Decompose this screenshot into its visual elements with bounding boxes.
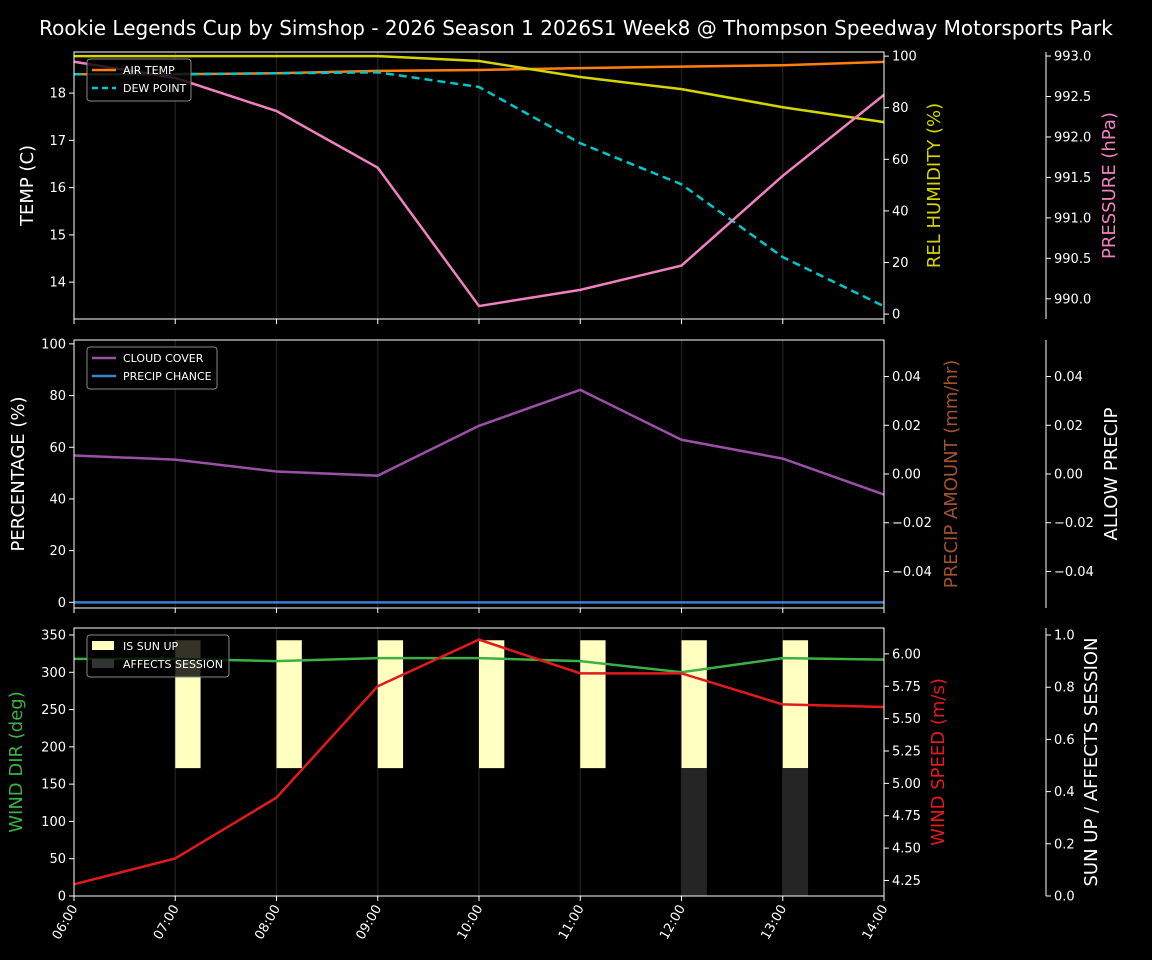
outer-axis-label: PRESSURE (hPa) xyxy=(1099,112,1120,259)
right-tick-label: 40 xyxy=(892,204,909,219)
right-tick-label: 5.50 xyxy=(892,712,921,727)
left-tick-label: 60 xyxy=(49,441,66,456)
left-tick-label: 80 xyxy=(49,389,66,404)
right-tick-label: 0.04 xyxy=(892,370,921,385)
sun-up-bar xyxy=(580,640,606,769)
right-tick-label: 20 xyxy=(892,256,909,271)
sun-up-bar xyxy=(681,640,707,769)
right-tick-label: 80 xyxy=(892,101,909,116)
x-tick-label: 11:00 xyxy=(556,903,588,943)
right-tick-label: 0 xyxy=(892,308,900,323)
left-tick-label: 350 xyxy=(41,629,66,644)
outer-tick-label: −0.02 xyxy=(1054,516,1094,531)
right-tick-label: 4.75 xyxy=(892,809,921,824)
outer-tick-label: −0.04 xyxy=(1054,565,1094,580)
right-axis-label: PRECIP AMOUNT (mm/hr) xyxy=(941,360,962,589)
outer-tick-label: 0.02 xyxy=(1054,419,1083,434)
left-axis-label: TEMP (C) xyxy=(17,145,38,227)
outer-axis-label: SUN UP / AFFECTS SESSION xyxy=(1081,637,1102,886)
right-axis-label: WIND SPEED (m/s) xyxy=(928,678,949,846)
left-tick-label: 250 xyxy=(41,703,66,718)
left-tick-label: 100 xyxy=(41,337,66,352)
outer-tick-label: 991.5 xyxy=(1054,171,1091,186)
panel-wind: 0 50 100 150 200 250 300 350 WIND DIR (deg) 4.25 4… xyxy=(6,627,1102,943)
legend-label: AIR TEMP xyxy=(123,64,175,77)
right-tick-label: 6.00 xyxy=(892,647,921,662)
chart-title: Rookie Legends Cup by Simshop - 2026 Sea… xyxy=(39,16,1113,40)
x-tick-label: 12:00 xyxy=(657,903,689,943)
right-tick-label: 5.25 xyxy=(892,744,921,759)
affects-session-bar xyxy=(782,768,809,896)
legend: IS SUN UP AFFECTS SESSION xyxy=(86,634,230,678)
left-tick-label: 0 xyxy=(58,596,66,611)
outer-tick-label: 0.4 xyxy=(1054,785,1075,800)
left-tick-label: 200 xyxy=(41,740,66,755)
x-tick-label: 10:00 xyxy=(455,903,487,943)
right-tick-label: 4.25 xyxy=(892,874,921,889)
legend-box xyxy=(86,346,218,390)
left-tick-label: 16 xyxy=(49,181,66,196)
panel-temperature: 14 15 16 17 18 TEMP (C) 0 20 40 60 80 100 REL HUMIDI… xyxy=(17,50,1120,324)
outer-tick-label: 990.0 xyxy=(1054,292,1091,307)
legend: AIR TEMP DEW POINT xyxy=(86,58,192,102)
outer-tick-label: 993.0 xyxy=(1054,50,1091,65)
legend-swatch xyxy=(92,641,114,650)
x-tick-label: 13:00 xyxy=(758,903,790,943)
outer-tick-label: 991.0 xyxy=(1054,211,1091,226)
legend-label: AFFECTS SESSION xyxy=(123,658,223,671)
outer-axis-label: ALLOW PRECIP xyxy=(1101,407,1122,540)
left-axis-label: PERCENTAGE (%) xyxy=(8,396,29,551)
legend-label: DEW POINT xyxy=(123,82,187,95)
sun-up-bar xyxy=(377,640,404,769)
x-tick-label: 07:00 xyxy=(151,903,183,943)
outer-tick-label: 992.5 xyxy=(1054,90,1091,105)
left-tick-label: 14 xyxy=(49,276,66,291)
left-axis-label: WIND DIR (deg) xyxy=(6,691,27,833)
legend: CLOUD COVER PRECIP CHANCE xyxy=(86,346,218,390)
outer-tick-label: 0.8 xyxy=(1054,681,1075,696)
x-tick-label: 06:00 xyxy=(50,903,82,943)
right-tick-label: −0.02 xyxy=(892,516,932,531)
outer-tick-label: 0.6 xyxy=(1054,733,1075,748)
legend-label: CLOUD COVER xyxy=(123,352,204,365)
outer-tick-label: 0.0 xyxy=(1054,890,1075,905)
right-tick-label: 60 xyxy=(892,153,909,168)
outer-tick-label: 0.00 xyxy=(1054,468,1083,483)
x-tick-label: 09:00 xyxy=(353,903,385,943)
left-tick-label: 17 xyxy=(49,134,66,149)
affects-session-bar xyxy=(681,768,707,896)
left-tick-label: 150 xyxy=(41,778,66,793)
panel-precipitation: 0 20 40 60 80 100 PERCENTAGE (%) −0.04 −0.02 0.00… xyxy=(8,337,1122,613)
x-tick-label: 14:00 xyxy=(860,903,892,943)
legend-label: PRECIP CHANCE xyxy=(123,370,212,383)
right-axis-label: REL HUMIDITY (%) xyxy=(924,103,945,268)
left-tick-label: 0 xyxy=(58,890,66,905)
legend-swatch xyxy=(92,659,114,668)
outer-tick-label: 0.2 xyxy=(1054,837,1075,852)
right-tick-label: 5.00 xyxy=(892,777,921,792)
right-tick-label: 100 xyxy=(892,50,917,65)
left-tick-label: 300 xyxy=(41,666,66,681)
x-tick-label: 08:00 xyxy=(252,903,284,943)
left-tick-label: 20 xyxy=(49,544,66,559)
right-tick-label: 5.75 xyxy=(892,680,921,695)
outer-tick-label: 1.0 xyxy=(1054,629,1075,644)
right-tick-label: −0.04 xyxy=(892,565,932,580)
right-tick-label: 4.50 xyxy=(892,842,921,857)
left-tick-label: 100 xyxy=(41,815,66,830)
outer-tick-label: 0.04 xyxy=(1054,370,1083,385)
left-tick-label: 40 xyxy=(49,492,66,507)
outer-tick-label: 990.5 xyxy=(1054,252,1091,267)
left-tick-label: 15 xyxy=(49,228,66,243)
sun-up-bar xyxy=(479,640,505,769)
outer-tick-label: 992.0 xyxy=(1054,130,1091,145)
left-tick-label: 18 xyxy=(49,87,66,102)
right-tick-label: 0.00 xyxy=(892,468,921,483)
legend-label: IS SUN UP xyxy=(123,640,179,653)
legend-box xyxy=(86,634,230,678)
left-tick-label: 50 xyxy=(49,852,66,867)
right-tick-label: 0.02 xyxy=(892,419,921,434)
